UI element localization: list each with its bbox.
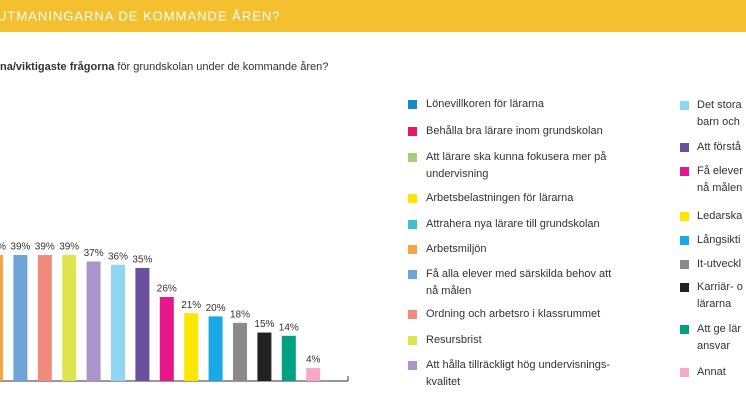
legend-label: Det stora xyxy=(697,99,743,111)
legend-swatch xyxy=(408,336,417,345)
bar xyxy=(257,332,272,381)
bar xyxy=(86,261,101,381)
legend-label: It-utveckl xyxy=(697,258,741,270)
bar xyxy=(281,335,296,381)
bar xyxy=(306,368,321,381)
legend-label: Långsikti xyxy=(697,234,740,246)
legend-label: Behålla bra lärare inom grundskolan xyxy=(426,125,603,137)
legend-label: ansvar xyxy=(697,340,730,352)
bar xyxy=(37,255,52,381)
legend-label: kvalitet xyxy=(426,376,460,388)
legend-swatch xyxy=(408,100,417,109)
legend-label: Lönevillkoren för lärarna xyxy=(426,98,545,110)
legend-label: Karriär- o xyxy=(697,281,743,293)
legend-swatch xyxy=(680,101,689,110)
legend-label: nå målen xyxy=(426,285,471,297)
legend-swatch xyxy=(680,260,689,269)
legend-label: Få alla elever med särskilda behov att xyxy=(426,268,611,280)
legend-label: Att förstå xyxy=(697,141,742,153)
value-label: 14% xyxy=(279,322,299,333)
bar xyxy=(62,255,77,381)
legend-swatch xyxy=(408,361,417,370)
legend-label: Resursbrist xyxy=(426,334,482,346)
legend-swatch xyxy=(408,220,417,229)
value-label: 35% xyxy=(132,255,152,266)
subtitle: na/viktigaste frågorna för grundskolan u… xyxy=(0,61,328,73)
legend-swatch xyxy=(680,368,689,377)
legend-swatch xyxy=(680,325,689,334)
value-label: 18% xyxy=(230,310,250,321)
legend-label: Arbetsbelastningen för lärarna xyxy=(426,192,574,204)
legend-swatch xyxy=(408,270,417,279)
value-label: 4% xyxy=(306,355,321,366)
bar xyxy=(13,255,28,381)
legend-swatch xyxy=(408,245,417,254)
bar xyxy=(0,255,3,381)
value-label: 20% xyxy=(206,303,226,314)
legend-swatch xyxy=(680,236,689,245)
legend-swatch xyxy=(408,310,417,319)
legend-label: Få elever xyxy=(697,165,743,177)
legend-label: undervisning xyxy=(426,168,488,180)
value-label: 15% xyxy=(254,319,274,330)
subtitle-rest: för grundskolan under de kommande åren? xyxy=(114,61,328,73)
value-label: 39% xyxy=(0,242,6,253)
legend-swatch xyxy=(408,194,417,203)
value-label: 26% xyxy=(157,284,177,295)
bar xyxy=(208,316,223,381)
legend-label: Att hålla tillräckligt hög undervisnings… xyxy=(426,359,610,371)
value-label: 37% xyxy=(84,248,104,259)
value-label: 36% xyxy=(108,251,128,262)
value-label: 39% xyxy=(59,242,79,253)
legend-swatch xyxy=(680,167,689,176)
legend-label: nå målen xyxy=(697,182,742,194)
legend-label: Ledarska xyxy=(697,210,743,222)
banner-title: UTMANINGARNA DE KOMMANDE ÅREN? xyxy=(0,8,281,23)
bar xyxy=(135,267,150,381)
value-label: 21% xyxy=(181,300,201,311)
legend-label: Ordning och arbetsro i klassrummet xyxy=(426,308,600,320)
legend-swatch xyxy=(408,127,417,136)
legend-swatch xyxy=(680,283,689,292)
legend-label: lärarna xyxy=(697,298,732,310)
legend-swatch xyxy=(408,153,417,162)
legend-label: Attrahera nya lärare till grundskolan xyxy=(426,218,600,230)
bar xyxy=(233,322,247,381)
legend-label: Att lärare ska kunna fokusera mer på xyxy=(426,151,607,163)
legend-swatch xyxy=(680,212,689,221)
legend-label: barn och xyxy=(697,116,740,128)
value-label: 39% xyxy=(10,242,30,253)
legend-label: Arbetsmiljön xyxy=(426,243,487,255)
bar xyxy=(111,264,125,381)
value-label: 39% xyxy=(35,242,55,253)
bar xyxy=(184,313,199,381)
bar xyxy=(159,297,174,381)
subtitle-bold: na/viktigaste frågorna xyxy=(0,61,115,73)
legend-label: Annat xyxy=(697,366,726,378)
banner xyxy=(0,0,746,32)
legend-label: Att ge lär xyxy=(697,323,741,335)
legend-swatch xyxy=(680,143,689,152)
